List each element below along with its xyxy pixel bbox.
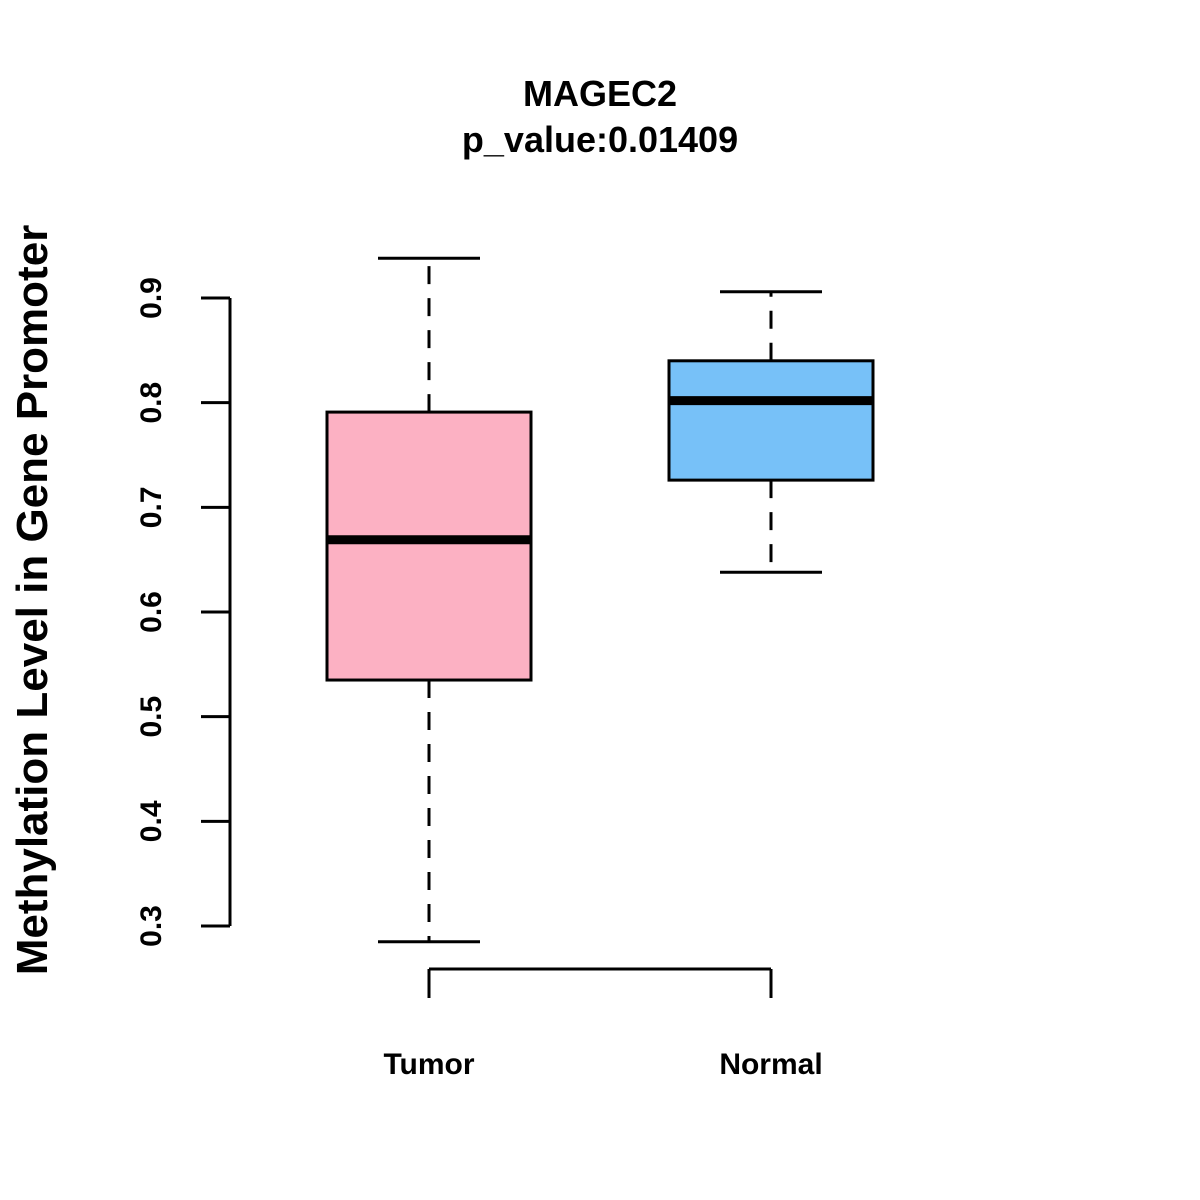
x-tick-label-normal: Normal bbox=[719, 1048, 822, 1081]
y-tick-label: 0.7 bbox=[135, 486, 168, 528]
y-tick-label: 0.5 bbox=[135, 696, 168, 738]
iqr-box bbox=[667, 359, 875, 482]
y-tick-label: 0.8 bbox=[135, 382, 168, 424]
box-normal bbox=[667, 290, 875, 574]
chart-title: MAGEC2 bbox=[523, 73, 677, 114]
box-tumor bbox=[325, 256, 533, 944]
x-tick-label-tumor: Tumor bbox=[383, 1048, 474, 1081]
y-tick-label: 0.9 bbox=[135, 277, 168, 319]
y-tick-label: 0.3 bbox=[135, 905, 168, 947]
x-axis: Tumor Normal bbox=[383, 967, 823, 1081]
y-tick-label: 0.4 bbox=[135, 800, 168, 842]
y-axis-label: Methylation Level in Gene Promoter bbox=[8, 225, 57, 976]
iqr-box bbox=[325, 410, 533, 682]
boxes bbox=[325, 256, 875, 944]
chart-subtitle: p_value:0.01409 bbox=[462, 119, 738, 160]
y-axis: 0.3 0.4 0.5 0.6 0.7 0.8 0.9 bbox=[135, 277, 232, 947]
y-tick-label: 0.6 bbox=[135, 591, 168, 633]
